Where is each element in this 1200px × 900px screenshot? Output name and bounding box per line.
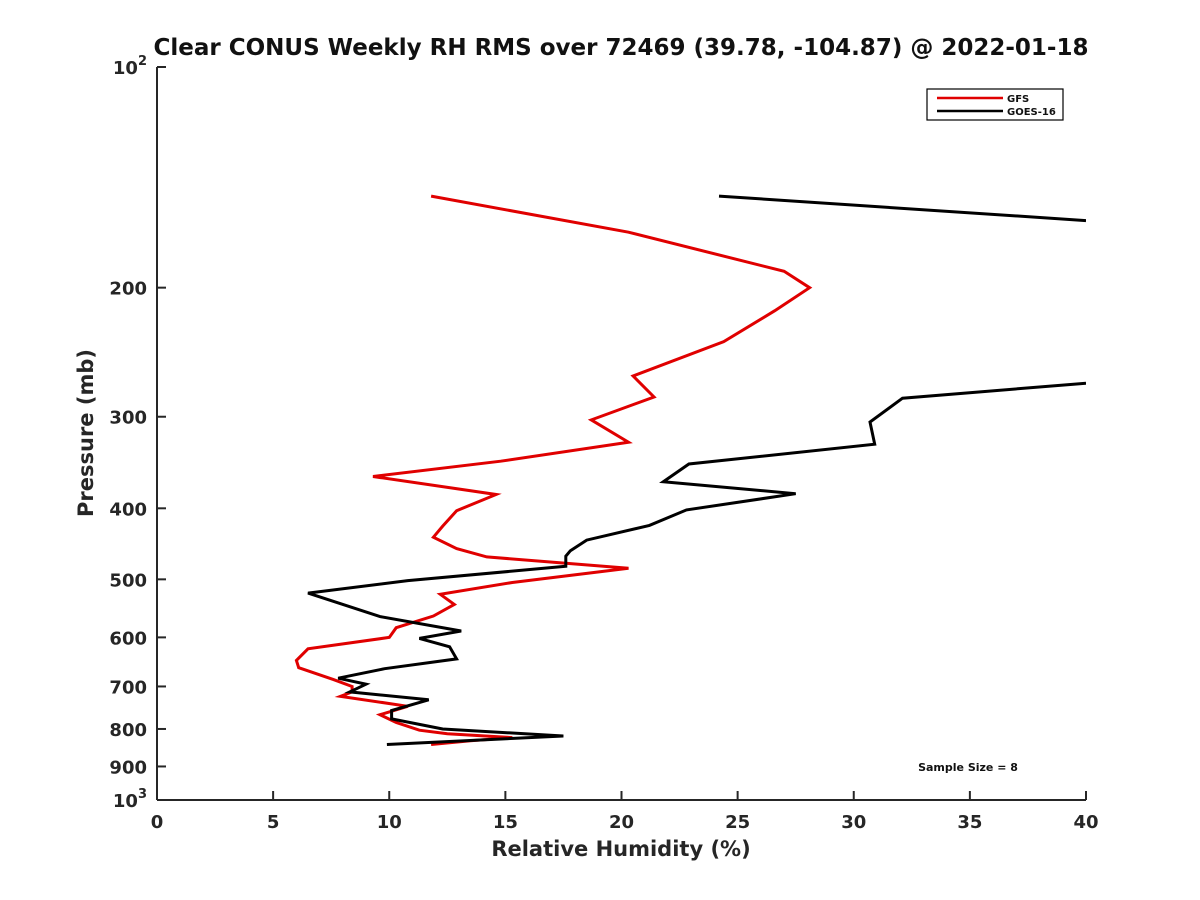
legend-label: GFS	[1007, 94, 1029, 105]
y-tick-label: 600	[109, 628, 147, 649]
series-line-goes-16	[307, 194, 1086, 746]
x-tick-label: 10	[377, 812, 402, 833]
y-tick-label: 400	[109, 499, 147, 520]
x-axis-label: Relative Humidity (%)	[491, 837, 750, 861]
x-tick-label: 5	[267, 812, 280, 833]
chart-title: Clear CONUS Weekly RH RMS over 72469 (39…	[154, 35, 1089, 61]
y-tick-label: 700	[109, 677, 147, 698]
y-axis-label: Pressure (mb)	[74, 349, 98, 517]
y-tick-label: 102	[113, 54, 147, 79]
y-tick-label: 800	[109, 720, 147, 741]
y-tick-label: 200	[109, 279, 147, 300]
x-tick-label: 30	[841, 812, 866, 833]
x-tick-label: 40	[1073, 812, 1098, 833]
x-tick-label: 15	[493, 812, 518, 833]
y-tick-label: 103	[113, 787, 147, 812]
sample-size-annotation: Sample Size = 8	[918, 761, 1018, 774]
legend: GFS GOES-16	[926, 88, 1064, 121]
series-line-gfs	[294, 194, 813, 746]
y-tick-label: 300	[109, 408, 147, 429]
x-tick-label: 35	[957, 812, 982, 833]
x-tick-label: 0	[151, 812, 164, 833]
x-tick-label: 25	[725, 812, 750, 833]
y-tick-label: 900	[109, 757, 147, 778]
y-tick-label: 500	[109, 570, 147, 591]
x-tick-label: 20	[609, 812, 634, 833]
plot-area: 0 5 10 15 20 25 30 35 40 102 200 300 400 500 600 700 800…	[109, 54, 1098, 833]
legend-label: GOES-16	[1007, 107, 1056, 118]
legend-box	[926, 88, 1064, 121]
